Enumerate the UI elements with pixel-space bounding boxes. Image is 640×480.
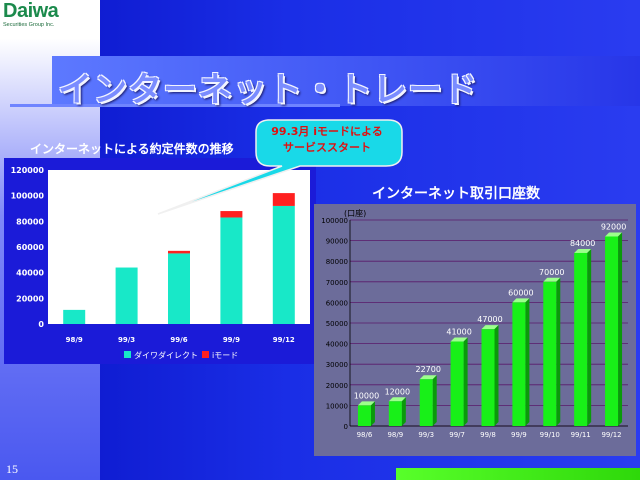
chart2-title: インターネット取引口座数 bbox=[372, 186, 540, 202]
company-logo: Daiwa Securities Group Inc. bbox=[0, 0, 64, 32]
chart1-xtick-label: 98/9 bbox=[66, 336, 83, 344]
chart2-bar-top bbox=[481, 325, 499, 330]
title-underline bbox=[10, 104, 340, 107]
chart2-bar bbox=[419, 379, 433, 426]
chart2-bar-top bbox=[419, 375, 437, 380]
chart1-ytick-label: 0 bbox=[38, 320, 44, 329]
chart1-bar-imode bbox=[220, 211, 243, 218]
chart1-xtick-label: 99/6 bbox=[170, 336, 187, 344]
chart1-legend-swatch bbox=[202, 351, 209, 358]
chart2-data-label: 47000 bbox=[477, 315, 502, 324]
chart2-bar-side bbox=[401, 397, 406, 426]
chart1-ytick-label: 80000 bbox=[16, 217, 44, 226]
chart2-bar-side bbox=[525, 298, 530, 426]
chart2-bar bbox=[357, 405, 371, 426]
chart2-bar bbox=[481, 329, 495, 426]
callout-text: 99.3月 iモードによる サービススタート bbox=[262, 124, 392, 156]
chart2-ytick-label: 80000 bbox=[326, 258, 348, 266]
logo-text: Daiwa bbox=[3, 0, 59, 22]
chart1-stacked-bar: 0 20000 40000 60000 80000 100000 120000 98/9 99… bbox=[4, 158, 316, 364]
chart2-data-label: 41000 bbox=[446, 328, 471, 337]
title-bar bbox=[52, 56, 640, 106]
chart2-bar-top bbox=[543, 277, 561, 282]
callout-line1: 99.3月 iモードによる bbox=[271, 125, 383, 138]
chart2-xtick-label: 99/8 bbox=[480, 431, 496, 439]
chart2-bar-side bbox=[432, 375, 437, 426]
chart2-xtick-label: 99/9 bbox=[511, 431, 527, 439]
chart1-bar-direct bbox=[168, 253, 190, 324]
chart2-bar bbox=[512, 302, 526, 426]
chart2-ytick-label: 90000 bbox=[326, 238, 348, 246]
chart2-data-label: 10000 bbox=[354, 391, 379, 400]
chart1-legend-swatch bbox=[124, 351, 131, 358]
chart2-bar-top bbox=[605, 232, 623, 237]
chart2-ytick-label: 40000 bbox=[326, 341, 348, 349]
chart2-bar bbox=[574, 252, 588, 426]
chart2-ytick-label: 100000 bbox=[321, 217, 348, 225]
chart1-bar-imode bbox=[272, 193, 295, 206]
chart2-data-label: 70000 bbox=[539, 268, 564, 277]
chart1-legend-label: ダイワダイレクト bbox=[134, 350, 198, 360]
chart2-ytick-label: 50000 bbox=[326, 320, 348, 328]
chart1-legend-label: iモード bbox=[212, 351, 238, 360]
chart2-bar-side bbox=[618, 232, 623, 426]
chart1-xtick-label: 99/9 bbox=[223, 336, 240, 344]
chart2-data-label: 12000 bbox=[385, 387, 410, 396]
page-number: 15 bbox=[6, 462, 18, 476]
callout-line2: サービススタート bbox=[283, 141, 371, 154]
chart1-bar-direct bbox=[63, 309, 86, 324]
chart1-title: インターネットによる約定件数の推移 bbox=[30, 142, 234, 156]
chart1-ytick-label: 100000 bbox=[11, 192, 45, 201]
chart2-bar bbox=[543, 281, 557, 426]
slide-title: インターネット・トレード bbox=[58, 70, 478, 110]
chart1-bar-direct bbox=[272, 205, 295, 324]
chart2-data-label: 84000 bbox=[570, 239, 595, 248]
chart1-ytick-label: 60000 bbox=[16, 243, 44, 252]
chart2-bar-top bbox=[357, 401, 375, 406]
chart2-data-label: 22700 bbox=[415, 365, 440, 374]
chart2-bar bbox=[605, 236, 619, 426]
chart2-data-label: 92000 bbox=[601, 222, 626, 231]
chart2-bar: (口座) 01000020000300004000050000600007000… bbox=[314, 204, 636, 456]
chart2-bar-side bbox=[463, 337, 468, 426]
chart1-bar-imode bbox=[168, 250, 190, 254]
chart1-ytick-label: 20000 bbox=[16, 294, 44, 303]
chart2-bar-top bbox=[388, 397, 406, 402]
chart2-data-label: 60000 bbox=[508, 288, 533, 297]
chart1-ytick-label: 40000 bbox=[16, 269, 44, 278]
chart2-bar-side bbox=[556, 277, 561, 426]
chart2-ytick-label: 30000 bbox=[326, 361, 348, 369]
chart1-bar-direct bbox=[220, 217, 243, 324]
chart2-bar-side bbox=[370, 401, 375, 426]
chart2-bar-top bbox=[450, 337, 468, 342]
logo-subtext: Securities Group Inc. bbox=[3, 22, 55, 28]
chart2-xtick-label: 99/11 bbox=[571, 431, 591, 439]
chart1-xtick-label: 99/3 bbox=[118, 336, 135, 344]
chart2-ytick-label: 70000 bbox=[326, 279, 348, 287]
chart2-xtick-label: 98/6 bbox=[357, 431, 373, 439]
chart2-xtick-label: 99/10 bbox=[540, 431, 560, 439]
chart2-xtick-label: 99/12 bbox=[601, 431, 621, 439]
chart2-ytick-label: 0 bbox=[344, 423, 348, 431]
chart2-bar bbox=[450, 341, 464, 426]
chart1-bar-direct bbox=[115, 267, 138, 324]
chart1-xtick-label: 99/12 bbox=[273, 336, 295, 344]
chart2-xtick-label: 99/3 bbox=[418, 431, 434, 439]
chart2-bar-side bbox=[494, 325, 499, 426]
chart2-bar-top bbox=[512, 298, 530, 303]
chart2-bar bbox=[388, 401, 402, 426]
chart2-ytick-label: 10000 bbox=[326, 402, 348, 410]
chart2-ytick-label: 20000 bbox=[326, 382, 348, 390]
chart1-ytick-label: 120000 bbox=[11, 166, 45, 175]
chart2-xtick-label: 98/9 bbox=[387, 431, 403, 439]
chart2-xtick-label: 99/7 bbox=[449, 431, 465, 439]
chart2-bar-side bbox=[587, 248, 592, 426]
footer-green-bar bbox=[396, 468, 640, 480]
chart2-ytick-label: 60000 bbox=[326, 299, 348, 307]
chart2-bar-top bbox=[574, 248, 592, 253]
